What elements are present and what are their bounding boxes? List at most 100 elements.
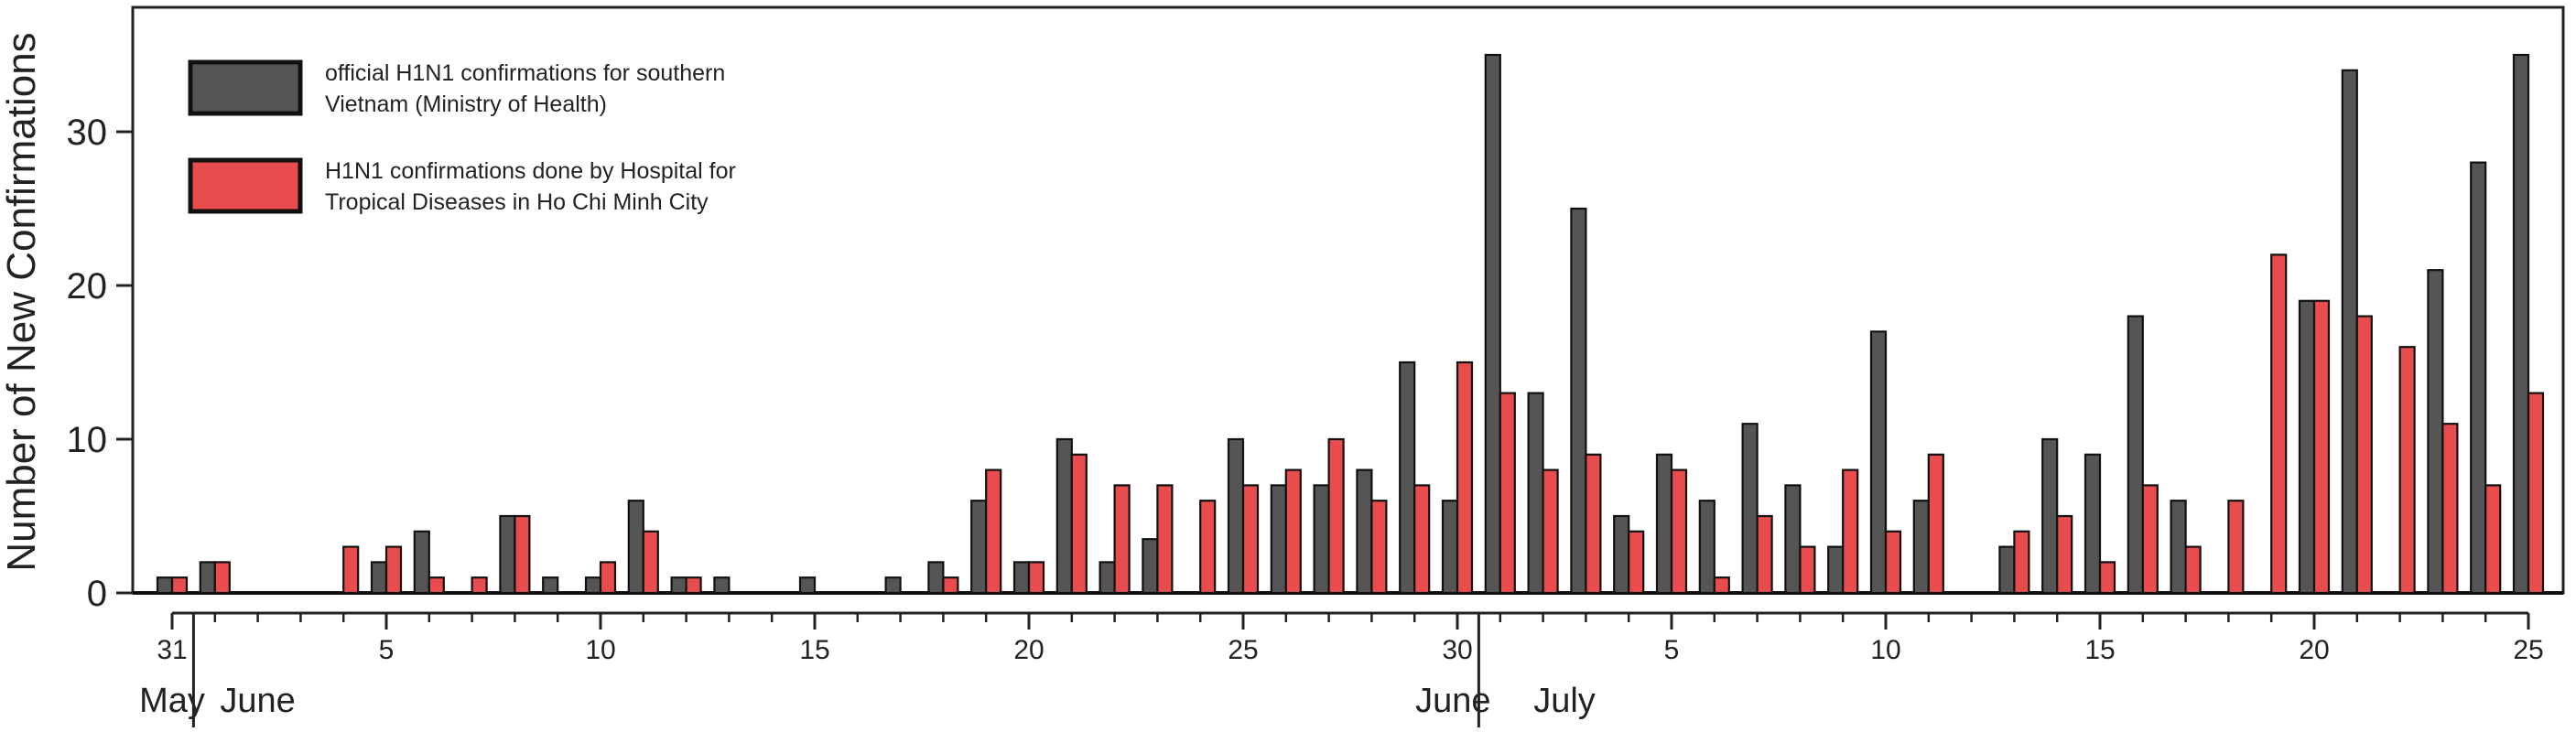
bar-official <box>199 561 216 595</box>
bar-official <box>584 576 602 595</box>
bar-official <box>542 576 559 595</box>
bar-hospital <box>685 576 702 595</box>
x-tick-label: 20 <box>2299 635 2329 665</box>
bar-hospital <box>1713 576 1730 595</box>
bar-hospital <box>2398 346 2416 595</box>
x-tick-label: 30 <box>1442 635 1472 665</box>
bar-hospital <box>2355 315 2373 595</box>
x-tick-label: 10 <box>1870 635 1900 665</box>
bar-hospital <box>1927 453 1944 595</box>
x-tick-label: 25 <box>1228 635 1258 665</box>
bar-official <box>2127 315 2144 595</box>
bar-hospital <box>1542 468 1559 595</box>
legend-label-official-line1: official H1N1 confirmations for southern <box>325 60 725 86</box>
bar-hospital <box>2227 500 2245 595</box>
bar-official <box>2427 269 2444 595</box>
bar-hospital <box>1842 468 1859 595</box>
bar-hospital <box>1585 453 1602 595</box>
bar-official <box>798 576 817 595</box>
legend-swatch-official <box>188 59 303 116</box>
bar-hospital <box>384 545 403 595</box>
month-label: June <box>220 682 295 720</box>
x-tick-label: 31 <box>157 635 187 665</box>
bar-official <box>2298 299 2316 595</box>
bar-hospital <box>1199 500 1217 595</box>
y-axis-label: Number of New Confirmations <box>0 32 44 571</box>
bar-official <box>970 500 988 595</box>
bar-hospital <box>1370 500 1388 595</box>
bar-hospital <box>2312 299 2331 595</box>
axes-layer: 0 10 20 30 31 5 10 15 20 25 30 5 10 15 20 25 May June June… <box>67 5 2565 727</box>
bar-hospital <box>2527 392 2545 595</box>
bar-hospital <box>1670 468 1688 595</box>
bar-hospital <box>1113 484 1131 595</box>
bars-layer <box>156 53 2545 595</box>
month-label: June <box>1415 682 1490 720</box>
bar-hospital <box>170 576 189 595</box>
bar-official <box>884 576 902 595</box>
y-tick-label: 20 <box>67 266 108 307</box>
bar-official <box>1142 538 1159 595</box>
bar-official <box>713 576 731 595</box>
bar-official <box>156 576 174 595</box>
bar-official <box>2470 161 2487 595</box>
bar-hospital <box>1628 530 1645 595</box>
bar-official <box>1741 423 1759 595</box>
x-tick-label: 10 <box>585 635 615 665</box>
bar-official <box>1655 453 1673 595</box>
bar-hospital <box>428 576 445 595</box>
month-label: May <box>139 682 205 720</box>
bar-official <box>1698 500 1716 595</box>
bar-official <box>1270 484 1287 595</box>
bar-hospital <box>1156 484 1174 595</box>
bar-hospital <box>514 514 531 595</box>
bar-hospital <box>2270 253 2288 595</box>
bar-official <box>1099 561 1116 595</box>
bar-hospital <box>1027 561 1045 595</box>
bar-official <box>499 514 516 595</box>
bar-hospital <box>1799 545 1816 595</box>
legend-label-hospital-line1: H1N1 confirmations done by Hospital for <box>325 158 736 184</box>
y-tick-label: 10 <box>67 420 108 460</box>
bar-hospital <box>471 576 488 595</box>
bar-hospital <box>1327 437 1345 595</box>
bar-hospital <box>1884 530 1902 595</box>
bar-hospital <box>1756 514 1773 595</box>
bar-hospital <box>1413 484 1431 595</box>
bar-hospital <box>2184 545 2202 595</box>
bar-official <box>2512 53 2530 595</box>
bar-official <box>1827 545 1845 595</box>
bar-official <box>2041 437 2059 595</box>
bar-official <box>370 561 388 595</box>
bar-official <box>1012 561 1031 595</box>
bar-hospital <box>1070 453 1088 595</box>
bar-hospital <box>1456 361 1474 595</box>
month-label: July <box>1533 682 1596 720</box>
legend: official H1N1 confirmations for southern… <box>188 59 736 215</box>
bar-official <box>1784 484 1802 595</box>
bar-hospital <box>1499 392 1516 595</box>
bar-official <box>670 576 687 595</box>
bar-hospital <box>2098 561 2116 595</box>
legend-swatch-hospital <box>188 157 303 214</box>
bar-official <box>1869 330 1888 595</box>
bar-hospital <box>599 561 617 595</box>
x-tick-label: 5 <box>1664 635 1680 665</box>
x-tick-label: 15 <box>2084 635 2115 665</box>
bar-hospital <box>642 530 659 595</box>
legend-label-hospital-line2: Tropical Diseases in Ho Chi Minh City <box>325 189 709 215</box>
bar-official <box>927 561 945 595</box>
x-tick-label: 15 <box>799 635 829 665</box>
bar-official <box>1998 545 2016 595</box>
bar-official <box>1399 361 1416 595</box>
bar-official <box>1356 468 1373 595</box>
bar-hospital <box>2484 484 2502 595</box>
bar-official <box>1313 484 1330 595</box>
bar-official <box>1227 437 1245 595</box>
bar-official <box>1912 500 1930 595</box>
bar-official <box>413 530 430 595</box>
bar-official <box>1570 207 1587 595</box>
bar-official <box>1527 392 1544 595</box>
